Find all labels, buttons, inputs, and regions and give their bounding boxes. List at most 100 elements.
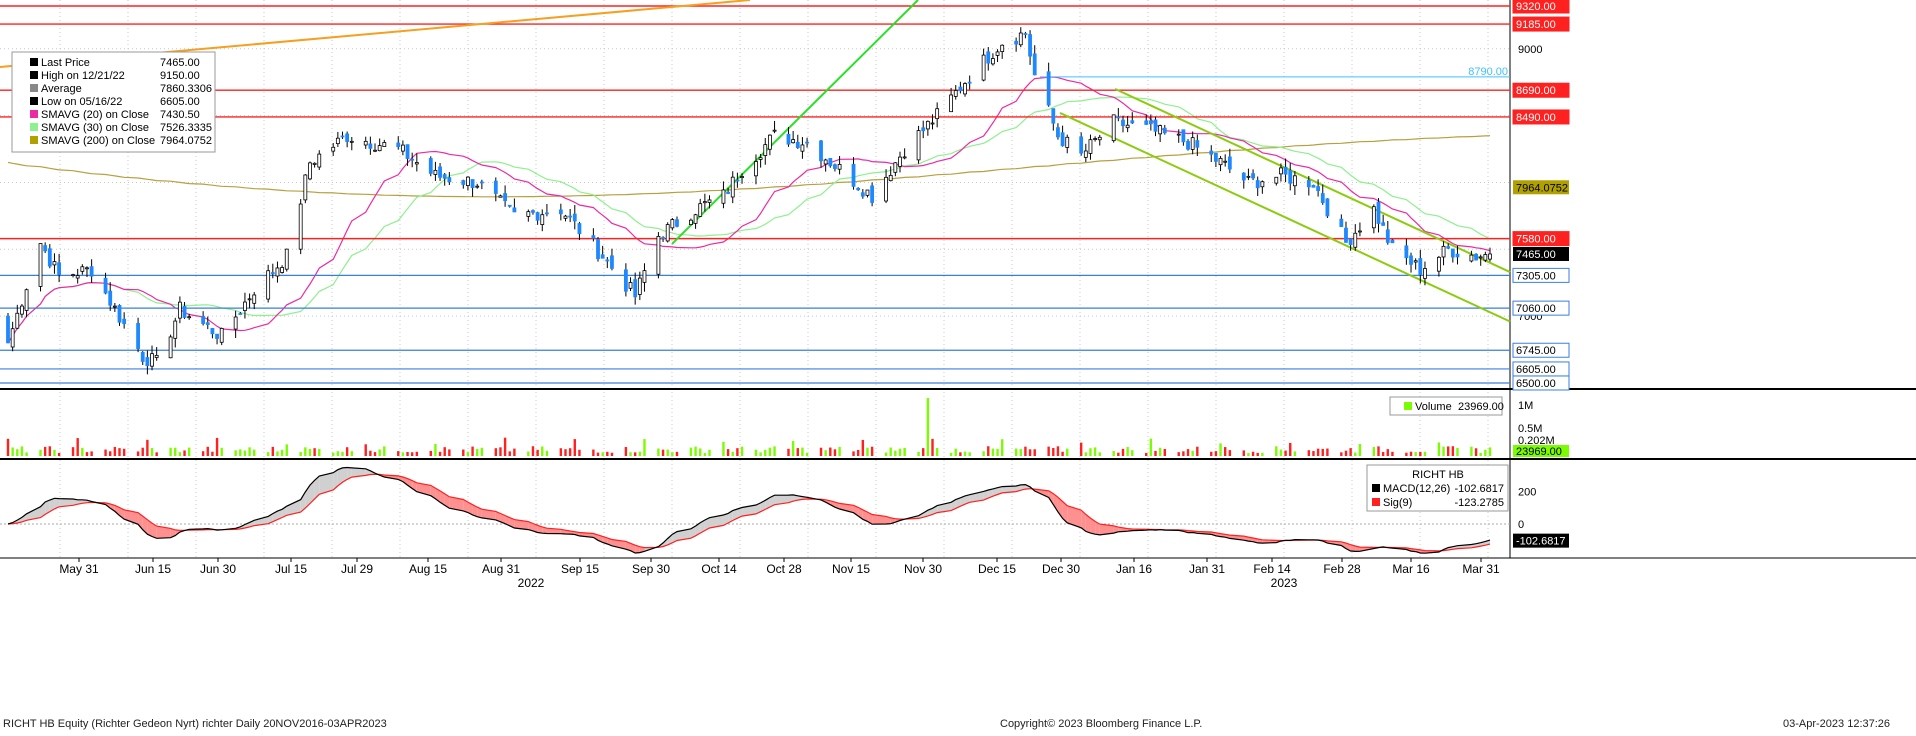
volume-bar — [141, 447, 144, 456]
candle — [461, 180, 466, 185]
x-tick-label: Nov 30 — [904, 562, 942, 576]
macd-legend-title: RICHT HB — [1412, 469, 1464, 481]
volume-bar — [754, 449, 758, 456]
macd-fill — [728, 510, 733, 523]
candle — [47, 248, 52, 267]
volume-last-box — [1513, 445, 1569, 457]
volume-bar — [1474, 448, 1478, 456]
volume-legend-swatch — [1404, 402, 1412, 410]
volume-bar — [657, 448, 660, 456]
x-tick-label: Mar 16 — [1392, 562, 1430, 576]
candle — [740, 176, 744, 179]
candle — [535, 212, 540, 221]
macd-fill — [672, 531, 677, 543]
candle — [730, 176, 735, 198]
candle — [1413, 260, 1418, 263]
macd-fill — [532, 523, 538, 533]
candle — [173, 320, 178, 339]
candle — [1260, 181, 1265, 188]
candle — [303, 174, 308, 201]
candle — [215, 333, 219, 339]
candle — [1348, 238, 1353, 245]
candle — [1418, 258, 1423, 275]
macd-fill — [872, 514, 887, 525]
volume-bar — [1093, 447, 1097, 456]
volume-bar — [722, 441, 725, 456]
candle — [1158, 125, 1163, 135]
candle — [707, 199, 712, 203]
macd-fill — [923, 510, 928, 518]
candle — [89, 266, 94, 277]
macd-fill — [514, 519, 529, 530]
candle — [1478, 256, 1483, 259]
candle — [80, 266, 85, 272]
volume-bar — [596, 452, 600, 456]
volume-bar — [150, 448, 154, 456]
candle — [1358, 230, 1362, 233]
candle — [284, 248, 289, 270]
volume-bar — [1358, 444, 1362, 456]
candle — [1116, 116, 1121, 119]
candle — [275, 267, 280, 277]
volume-bar — [499, 447, 502, 456]
legend-value: 7860.3306 — [160, 83, 212, 95]
volume-bar — [220, 447, 223, 456]
candle — [758, 157, 763, 160]
volume-bar — [1293, 451, 1297, 456]
volume-bar — [675, 451, 679, 456]
x-tick-label: Jan 31 — [1189, 562, 1225, 576]
legend-value: 7465.00 — [160, 57, 200, 69]
volume-bar — [894, 450, 897, 456]
candle — [1283, 166, 1288, 175]
macd-fill — [21, 513, 27, 522]
candle — [545, 212, 549, 215]
volume-bar — [104, 449, 107, 456]
candle — [140, 352, 145, 362]
level-label: 7060.00 — [1516, 303, 1556, 315]
x-tick-label: Jun 30 — [200, 562, 236, 576]
level-label: 7305.00 — [1516, 270, 1556, 282]
candle — [75, 275, 80, 279]
candle — [400, 144, 405, 152]
volume-bar — [480, 447, 484, 456]
volume-bar — [1377, 446, 1380, 456]
macd-fill — [709, 515, 724, 528]
volume-bar — [740, 446, 744, 456]
volume-bar — [169, 447, 172, 456]
candle — [57, 262, 62, 276]
volume-bar — [671, 452, 674, 456]
volume-bar — [889, 447, 892, 456]
legend-label: SMAVG (200) on Close — [41, 135, 155, 147]
macd-fill — [114, 505, 120, 516]
candle — [1093, 138, 1098, 140]
candle — [1306, 179, 1311, 188]
volume-bar — [280, 449, 284, 456]
candle — [43, 245, 48, 252]
volume-bar — [726, 449, 730, 456]
volume-bar — [1409, 451, 1413, 456]
candle — [1344, 227, 1348, 243]
candle — [349, 140, 354, 143]
candle — [786, 133, 791, 145]
candle — [122, 318, 127, 325]
volume-bar — [187, 447, 191, 456]
candle — [1079, 136, 1084, 154]
candle — [572, 213, 577, 222]
candle — [38, 243, 43, 287]
volume-bar — [438, 451, 442, 456]
annotation-label: 8790.00 — [1468, 66, 1508, 78]
candle — [702, 201, 707, 204]
macd-fill — [988, 488, 993, 499]
volume-bar — [699, 448, 702, 456]
volume-bar — [81, 447, 84, 456]
volume-bar — [791, 441, 795, 456]
volume-bar — [1284, 450, 1287, 456]
volume-bar — [234, 450, 237, 456]
macd-fill — [467, 502, 473, 515]
volume-bar — [397, 451, 400, 456]
legend-swatch — [30, 71, 38, 79]
candle — [103, 277, 108, 294]
candle — [405, 144, 410, 159]
candle — [373, 149, 377, 152]
